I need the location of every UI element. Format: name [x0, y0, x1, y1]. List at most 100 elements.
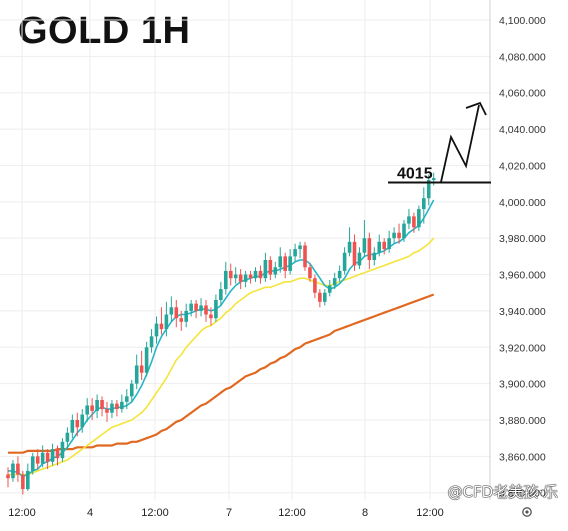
- candle-body: [422, 198, 426, 210]
- candle-body: [199, 305, 203, 311]
- candle-body: [352, 241, 357, 266]
- candle-body: [144, 347, 149, 373]
- candle-body: [100, 400, 104, 410]
- candle-body: [129, 383, 134, 397]
- chart-title: GOLD 1H: [18, 10, 191, 52]
- y-tick-label: 3,940.000: [499, 306, 546, 318]
- candle-body: [60, 441, 65, 459]
- candle-body: [134, 365, 139, 384]
- candle-body: [278, 256, 283, 268]
- candle-body: [40, 452, 45, 464]
- candle-body: [184, 310, 188, 322]
- candle-body: [90, 405, 94, 411]
- y-tick-label: 4,020.000: [499, 160, 546, 172]
- candle-body: [431, 178, 436, 180]
- candle-body: [169, 307, 174, 315]
- candle-body: [75, 420, 80, 428]
- candle-body: [149, 336, 154, 348]
- candle-body: [110, 403, 114, 413]
- candle-body: [342, 252, 347, 271]
- candle-body: [189, 303, 193, 311]
- candle-body: [30, 456, 35, 471]
- candle-body: [16, 463, 20, 475]
- candle-body: [318, 292, 322, 302]
- candle-body: [392, 232, 396, 239]
- candle-body: [233, 274, 238, 279]
- candle-body: [253, 270, 258, 279]
- candle-body: [372, 252, 377, 260]
- y-tick-label: 4,100.000: [499, 15, 546, 27]
- candle-body: [85, 405, 89, 415]
- projection-arrow: [440, 104, 480, 183]
- y-tick-label: 3,960.000: [499, 270, 546, 282]
- y-tick-label: 4,000.000: [499, 197, 546, 209]
- candle-body: [258, 270, 263, 279]
- y-tick-label: 3,980.000: [499, 233, 546, 245]
- x-tick-label: 12:00: [278, 507, 306, 519]
- candle-body: [139, 365, 144, 373]
- candle-body: [214, 300, 218, 319]
- candle-body: [35, 456, 40, 464]
- candle-body: [283, 256, 287, 271]
- candle-body: [125, 396, 129, 402]
- candle-body: [174, 307, 179, 319]
- candle-body: [263, 260, 268, 279]
- candle-body: [377, 241, 382, 253]
- candle-body: [288, 256, 292, 271]
- candle-body: [204, 305, 208, 315]
- candle-body: [347, 241, 352, 253]
- candle-body: [228, 270, 233, 279]
- ma-fast-line: [8, 199, 435, 478]
- candle-body: [224, 270, 228, 290]
- candle-body: [80, 414, 85, 428]
- candle-body: [293, 249, 297, 257]
- candle-body: [164, 314, 169, 330]
- candle-body: [209, 314, 213, 319]
- x-tick-label: 12:00: [8, 507, 36, 519]
- candle-body: [412, 216, 416, 228]
- candle-body: [407, 216, 411, 224]
- candle-body: [417, 209, 421, 228]
- candle-body: [70, 420, 75, 433]
- candle-body: [194, 303, 198, 311]
- y-tick-label: 3,840.000: [499, 488, 546, 500]
- candle-body: [26, 470, 30, 490]
- candle-body: [387, 238, 391, 250]
- x-tick-label: 7: [226, 507, 232, 519]
- candle-body: [65, 432, 70, 442]
- candle-body: [332, 278, 337, 286]
- candle-body: [55, 449, 60, 459]
- candle-body: [362, 238, 367, 253]
- candle-body: [105, 409, 109, 413]
- candle-body: [382, 241, 386, 250]
- y-tick-label: 4,040.000: [499, 124, 546, 136]
- candle-body: [154, 323, 159, 337]
- candle-body: [268, 260, 273, 275]
- candle-body: [402, 223, 406, 239]
- candle-body: [238, 274, 243, 282]
- candle-body: [337, 270, 342, 279]
- y-tick-label: 3,920.000: [499, 342, 546, 354]
- candle-body: [6, 474, 10, 479]
- candle-body: [367, 238, 372, 260]
- ma-mid-line: [8, 237, 435, 476]
- candle-body: [159, 323, 164, 330]
- candle-body: [298, 245, 302, 250]
- gear-icon[interactable]: [520, 505, 534, 519]
- candle-body: [313, 278, 317, 293]
- candle-body: [95, 400, 99, 411]
- candle-body: [179, 318, 184, 322]
- level-label: 4015: [397, 166, 433, 183]
- x-tick-label: 4: [87, 507, 93, 519]
- candle-body: [115, 403, 119, 410]
- candle-body: [50, 449, 55, 462]
- ma-slow-line: [8, 293, 435, 454]
- candle-body: [308, 267, 312, 279]
- candle-body: [248, 274, 253, 279]
- candle-body: [45, 452, 50, 462]
- x-tick-label: 12:00: [416, 507, 444, 519]
- x-tick-label: 8: [362, 507, 368, 519]
- y-tick-label: 4,060.000: [499, 88, 546, 100]
